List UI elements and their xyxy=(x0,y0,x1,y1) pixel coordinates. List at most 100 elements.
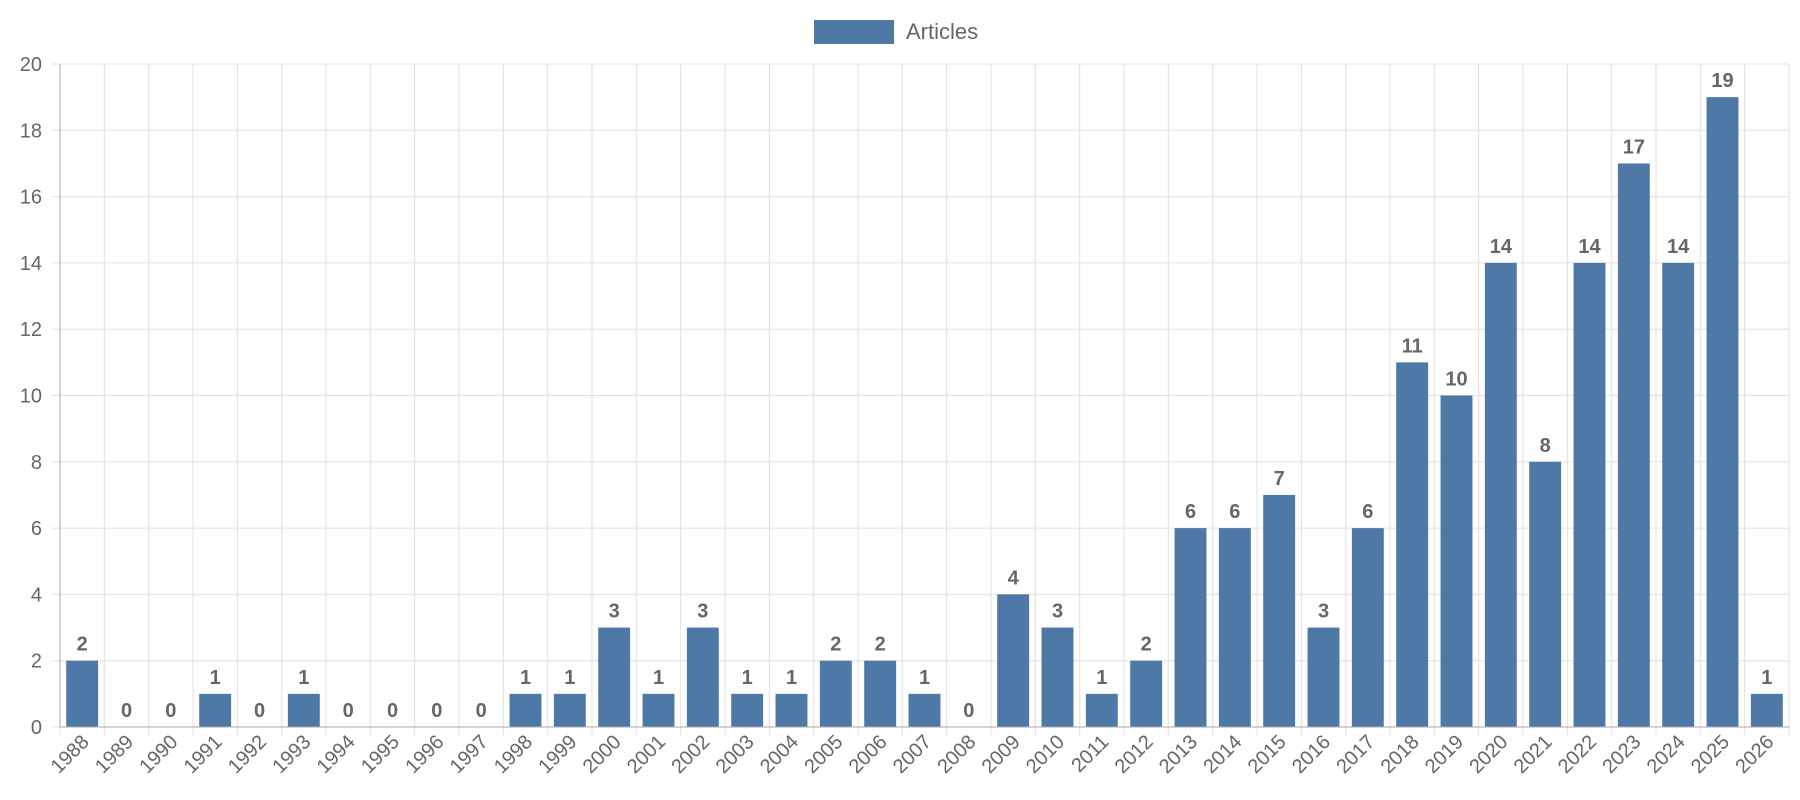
x-tick-label: 2016 xyxy=(1288,731,1335,778)
bar-2018[interactable] xyxy=(1396,362,1429,727)
data-label-2008: 0 xyxy=(963,700,974,722)
x-tick-label: 2014 xyxy=(1199,731,1246,778)
data-label-1998: 1 xyxy=(520,667,531,689)
data-label-2014: 6 xyxy=(1229,501,1240,523)
y-tick-label: 12 xyxy=(20,319,42,341)
x-tick-label: 2002 xyxy=(667,731,714,778)
data-label-2002: 3 xyxy=(697,601,708,623)
data-label-2021: 8 xyxy=(1540,435,1551,457)
bar-1999[interactable] xyxy=(553,693,586,727)
data-label-2023: 17 xyxy=(1623,136,1645,158)
x-tick-label: 2021 xyxy=(1510,731,1557,778)
bar-2021[interactable] xyxy=(1529,461,1562,727)
data-label-2018: 11 xyxy=(1402,335,1423,357)
data-label-1999: 1 xyxy=(564,667,575,689)
y-axis-tick-labels: 0 2 4 6 8 10 12 14 16 18 20 xyxy=(20,54,42,739)
x-tick-label: 1993 xyxy=(268,731,315,778)
x-tick-label: 1998 xyxy=(490,731,537,778)
bar-2006[interactable] xyxy=(864,660,897,727)
bar-2004[interactable] xyxy=(775,693,808,727)
data-label-2016: 3 xyxy=(1318,601,1329,623)
y-tick-label: 10 xyxy=(20,386,42,408)
x-tick-label: 2012 xyxy=(1111,731,1158,778)
bar-2014[interactable] xyxy=(1218,528,1251,727)
data-label-2012: 2 xyxy=(1141,634,1152,656)
x-tick-label: 2024 xyxy=(1643,731,1690,778)
bar-2011[interactable] xyxy=(1085,693,1118,727)
bar-2025[interactable] xyxy=(1706,97,1739,727)
data-label-2004: 1 xyxy=(786,667,797,689)
data-label-1993: 1 xyxy=(298,667,309,689)
y-tick-label: 16 xyxy=(20,187,42,209)
x-tick-label: 2006 xyxy=(845,731,892,778)
data-label-2024: 14 xyxy=(1667,236,1690,258)
x-tick-label: 2003 xyxy=(712,731,759,778)
bar-2026[interactable] xyxy=(1750,693,1783,727)
data-label-2026: 1 xyxy=(1761,667,1772,689)
data-label-2022: 14 xyxy=(1578,236,1601,258)
x-tick-label: 2008 xyxy=(933,731,980,778)
bar-2001[interactable] xyxy=(642,693,675,727)
x-tick-label: 2017 xyxy=(1332,731,1379,778)
bar-2024[interactable] xyxy=(1662,262,1695,727)
y-tick-label: 0 xyxy=(31,717,42,739)
x-tick-label: 2015 xyxy=(1244,731,1291,778)
data-label-1994: 0 xyxy=(343,700,354,722)
bar-2022[interactable] xyxy=(1573,262,1606,727)
bar-2023[interactable] xyxy=(1617,163,1650,727)
data-label-1989: 0 xyxy=(121,700,132,722)
bar-2010[interactable] xyxy=(1041,627,1074,727)
bar-2020[interactable] xyxy=(1484,262,1517,727)
bar-2000[interactable] xyxy=(598,627,631,727)
data-label-2005: 2 xyxy=(830,634,841,656)
data-label-1997: 0 xyxy=(476,700,487,722)
x-tick-label: 2019 xyxy=(1421,731,1468,778)
bar-2019[interactable] xyxy=(1440,395,1473,728)
x-tick-label: 1997 xyxy=(446,731,493,778)
bar-2007[interactable] xyxy=(908,693,941,727)
bars xyxy=(66,97,1783,727)
bar-1988[interactable] xyxy=(66,660,99,727)
bar-1993[interactable] xyxy=(287,693,320,727)
x-tick-label: 2010 xyxy=(1022,731,1069,778)
x-tick-label: 1996 xyxy=(401,731,448,778)
data-label-2019: 10 xyxy=(1445,369,1467,391)
bar-2003[interactable] xyxy=(731,693,764,727)
x-tick-label: 1990 xyxy=(135,731,182,778)
bar-2016[interactable] xyxy=(1307,627,1340,727)
x-tick-label: 1994 xyxy=(313,731,360,778)
y-tick-label: 14 xyxy=(20,253,42,275)
y-tick-label: 2 xyxy=(31,651,42,673)
bar-2013[interactable] xyxy=(1174,528,1207,727)
bar-2015[interactable] xyxy=(1263,494,1296,727)
data-label-2003: 1 xyxy=(742,667,753,689)
data-label-1988: 2 xyxy=(77,634,88,656)
y-tick-label: 6 xyxy=(31,518,42,540)
data-label-1996: 0 xyxy=(431,700,442,722)
y-tick-label: 20 xyxy=(20,54,42,76)
data-label-2010: 3 xyxy=(1052,601,1063,623)
data-label-1992: 0 xyxy=(254,700,265,722)
bar-2002[interactable] xyxy=(686,627,719,727)
bar-2012[interactable] xyxy=(1130,660,1163,727)
data-label-2009: 4 xyxy=(1008,567,1020,589)
data-label-2017: 6 xyxy=(1362,501,1373,523)
legend[interactable]: Articles xyxy=(814,19,978,44)
x-tick-label: 2020 xyxy=(1465,731,1512,778)
bar-1998[interactable] xyxy=(509,693,542,727)
horizontal-gridlines xyxy=(52,63,1789,728)
x-tick-label: 2011 xyxy=(1067,731,1113,777)
bar-2017[interactable] xyxy=(1351,528,1384,727)
x-tick-label: 1999 xyxy=(534,731,581,778)
bar-1991[interactable] xyxy=(199,693,232,727)
bar-2009[interactable] xyxy=(997,594,1030,727)
data-label-2011: 1 xyxy=(1096,667,1107,689)
x-tick-label: 2013 xyxy=(1155,731,1202,778)
x-tick-label: 2022 xyxy=(1554,731,1601,778)
x-tick-label: 2009 xyxy=(978,731,1025,778)
x-tick-label: 2023 xyxy=(1598,731,1645,778)
bar-2005[interactable] xyxy=(819,660,852,727)
x-axis-tick-labels: 1988198919901991199219931994199519961997… xyxy=(47,731,1779,778)
x-tick-label: 2001 xyxy=(623,731,670,778)
